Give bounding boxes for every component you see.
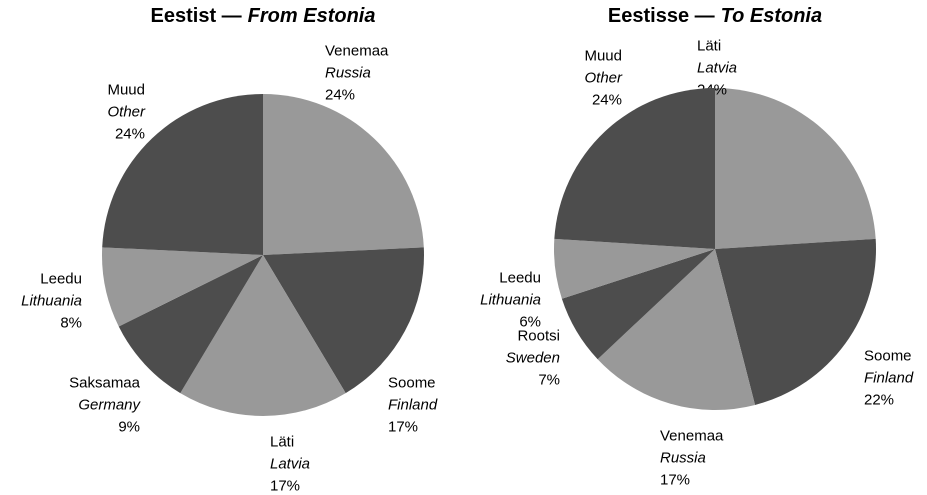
slice-label: Saksamaa bbox=[69, 374, 141, 391]
title-italic: To Estonia bbox=[721, 5, 822, 27]
slice-label: Venemaa bbox=[325, 42, 389, 59]
value-label: 22% bbox=[864, 391, 894, 408]
slice-label-en: Sweden bbox=[506, 349, 560, 366]
pie-slice bbox=[561, 249, 715, 360]
slice-label-en: Latvia bbox=[270, 455, 310, 472]
slice-label-en: Russia bbox=[660, 449, 706, 466]
slice-label: Soome bbox=[388, 374, 436, 391]
pie-slice bbox=[263, 94, 424, 255]
title-main: Eestist — bbox=[151, 5, 242, 27]
value-label: 7% bbox=[538, 371, 560, 388]
slice-label: Leedu bbox=[499, 269, 541, 286]
slice-label: Läti bbox=[270, 433, 294, 450]
pie-slice bbox=[102, 94, 263, 255]
pie-slice bbox=[263, 247, 424, 394]
value-label: 17% bbox=[660, 471, 690, 488]
slice-label-en: Finland bbox=[388, 396, 438, 413]
title-main: Eestisse — bbox=[608, 5, 715, 27]
slice-label: Läti bbox=[697, 37, 721, 54]
pie-slice bbox=[101, 247, 263, 327]
pie-slice bbox=[118, 255, 264, 394]
chart-title: Eestist — From Estonia bbox=[151, 5, 376, 27]
pie-slice bbox=[554, 238, 715, 299]
value-label: 6% bbox=[519, 313, 541, 330]
chart-title: Eestisse — To Estonia bbox=[608, 5, 822, 27]
value-label: 24% bbox=[115, 125, 145, 142]
value-label: 8% bbox=[60, 314, 82, 331]
value-label: 24% bbox=[592, 91, 622, 108]
slice-label-en: Lithuania bbox=[21, 292, 82, 309]
slice-label-en: Finland bbox=[864, 369, 914, 386]
slice-label-en: Other bbox=[107, 103, 146, 120]
pie-slice bbox=[715, 238, 876, 405]
slice-label: Muud bbox=[107, 81, 145, 98]
slice-label-en: Latvia bbox=[697, 59, 737, 76]
slice-label: Leedu bbox=[40, 270, 82, 287]
slice-label-en: Germany bbox=[78, 396, 141, 413]
value-label: 9% bbox=[118, 418, 140, 435]
value-label: 17% bbox=[388, 418, 418, 435]
slice-label: Rootsi bbox=[517, 327, 560, 344]
pie-slice bbox=[180, 255, 346, 416]
pie-slice bbox=[554, 88, 715, 249]
slice-label-en: Lithuania bbox=[480, 291, 541, 308]
slice-label: Soome bbox=[864, 347, 912, 364]
pie-slice bbox=[597, 249, 756, 410]
slice-label-en: Other bbox=[584, 69, 623, 86]
slice-label: Venemaa bbox=[660, 427, 724, 444]
slice-label: Muud bbox=[584, 47, 622, 64]
value-label: 17% bbox=[270, 477, 300, 494]
title-italic: From Estonia bbox=[248, 5, 376, 27]
slice-label-en: Russia bbox=[325, 64, 371, 81]
value-label: 24% bbox=[325, 86, 355, 103]
pie-slice bbox=[715, 88, 876, 249]
